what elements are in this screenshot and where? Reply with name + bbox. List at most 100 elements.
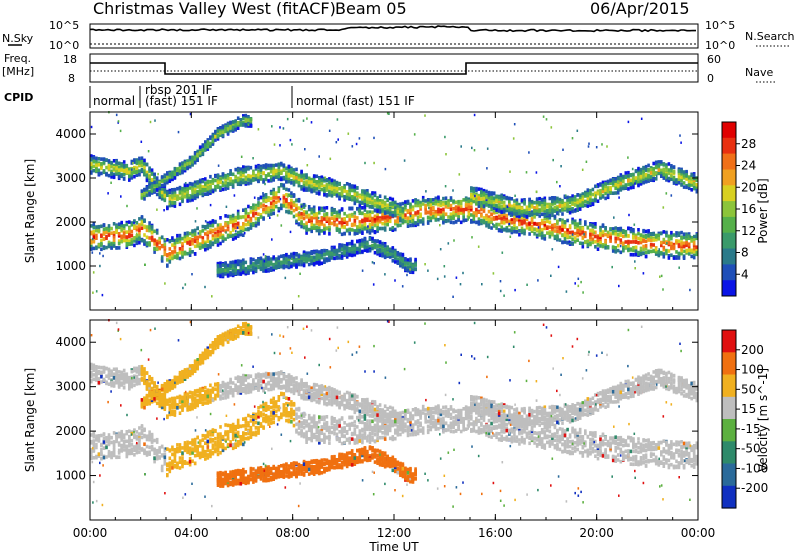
power-cell <box>421 222 425 226</box>
power-cell <box>637 183 640 188</box>
power-cell <box>178 247 182 251</box>
power-cell <box>239 226 243 230</box>
power-cell <box>657 163 661 167</box>
power-cell <box>538 232 541 236</box>
power-cell <box>328 228 331 232</box>
power-cell <box>591 202 595 207</box>
power-cell <box>183 161 187 165</box>
power-cell <box>371 201 374 205</box>
power-cell <box>680 178 683 183</box>
power-cell <box>490 195 493 200</box>
power-cell <box>480 190 483 195</box>
power-cell <box>282 204 286 208</box>
power-cell <box>216 184 220 188</box>
power-cell <box>297 206 301 210</box>
power-cell <box>368 196 372 201</box>
power-cell <box>558 203 562 208</box>
power-cell <box>193 188 197 192</box>
power-cell <box>670 253 673 257</box>
power-cell <box>176 172 179 177</box>
power-cell <box>234 119 237 123</box>
power-cell <box>467 199 471 204</box>
power-cell <box>320 175 324 179</box>
power-cell <box>654 177 658 181</box>
power-cell <box>695 245 699 249</box>
power-cell <box>632 253 635 257</box>
power-cell <box>166 253 169 257</box>
power-cell <box>462 198 465 202</box>
power-cell <box>315 191 319 195</box>
power-cell <box>340 225 344 229</box>
power-cell <box>201 192 205 196</box>
power-cell <box>333 189 336 193</box>
power-cell <box>102 157 106 161</box>
power-cell <box>160 187 164 192</box>
power-cell <box>373 198 377 203</box>
power-cell <box>272 193 275 198</box>
power-cell <box>622 248 625 252</box>
power-cell <box>687 186 691 191</box>
power-cell <box>660 243 663 248</box>
power-cell <box>112 159 116 163</box>
power-cell <box>543 224 547 228</box>
power-cell <box>292 208 296 213</box>
power-cell <box>269 178 273 182</box>
power-cell <box>219 180 222 184</box>
power-cell <box>176 195 179 199</box>
power-cell <box>224 124 227 129</box>
power-cell <box>627 244 630 248</box>
power-cell <box>485 189 488 194</box>
power-cell <box>158 183 161 187</box>
power-cell <box>206 223 210 227</box>
power-cell <box>505 208 509 212</box>
power-cell <box>267 207 270 212</box>
power-cell <box>338 215 341 219</box>
power-cell <box>262 267 265 271</box>
power-cell <box>209 240 212 245</box>
power-cell <box>356 192 359 196</box>
power-cell <box>249 216 253 221</box>
power-cell <box>535 222 539 226</box>
power-cell <box>166 175 169 180</box>
power-cell <box>102 223 106 228</box>
power-cell <box>216 223 220 227</box>
power-cell <box>150 226 154 231</box>
power-cell <box>206 140 210 144</box>
power-cell <box>173 204 177 208</box>
power-cell <box>219 131 222 135</box>
power-cell <box>247 214 250 219</box>
power-cell <box>442 215 445 220</box>
power-cell <box>267 173 270 177</box>
power-cell <box>383 201 387 205</box>
power-cell <box>234 174 237 179</box>
power-cell <box>599 189 602 193</box>
power-cell <box>264 174 268 178</box>
power-cell <box>419 219 422 223</box>
power-cell <box>533 200 536 205</box>
power-cell <box>530 199 534 204</box>
power-cell <box>155 242 159 246</box>
power-cell <box>622 186 625 191</box>
power-cell <box>611 181 615 185</box>
power-cell <box>553 214 557 219</box>
power-cell <box>150 168 154 172</box>
power-cell <box>376 209 379 213</box>
power-cell <box>117 161 121 166</box>
power-cell <box>128 220 131 224</box>
power-cell <box>219 261 222 265</box>
date-label: 06/Apr/2015 <box>590 0 690 18</box>
power-cell <box>135 158 139 162</box>
power-cell <box>90 247 93 251</box>
power-cell <box>543 206 547 211</box>
power-cell <box>596 247 600 251</box>
power-cell <box>302 184 306 189</box>
power-cell <box>325 178 329 183</box>
power-cell <box>269 174 273 179</box>
power-cell <box>178 233 182 238</box>
power-cell <box>492 217 496 221</box>
power-cell <box>140 161 144 165</box>
power-cell <box>513 223 516 227</box>
power-cell <box>513 212 516 216</box>
power-cell <box>634 250 638 254</box>
power-cell <box>259 265 263 269</box>
